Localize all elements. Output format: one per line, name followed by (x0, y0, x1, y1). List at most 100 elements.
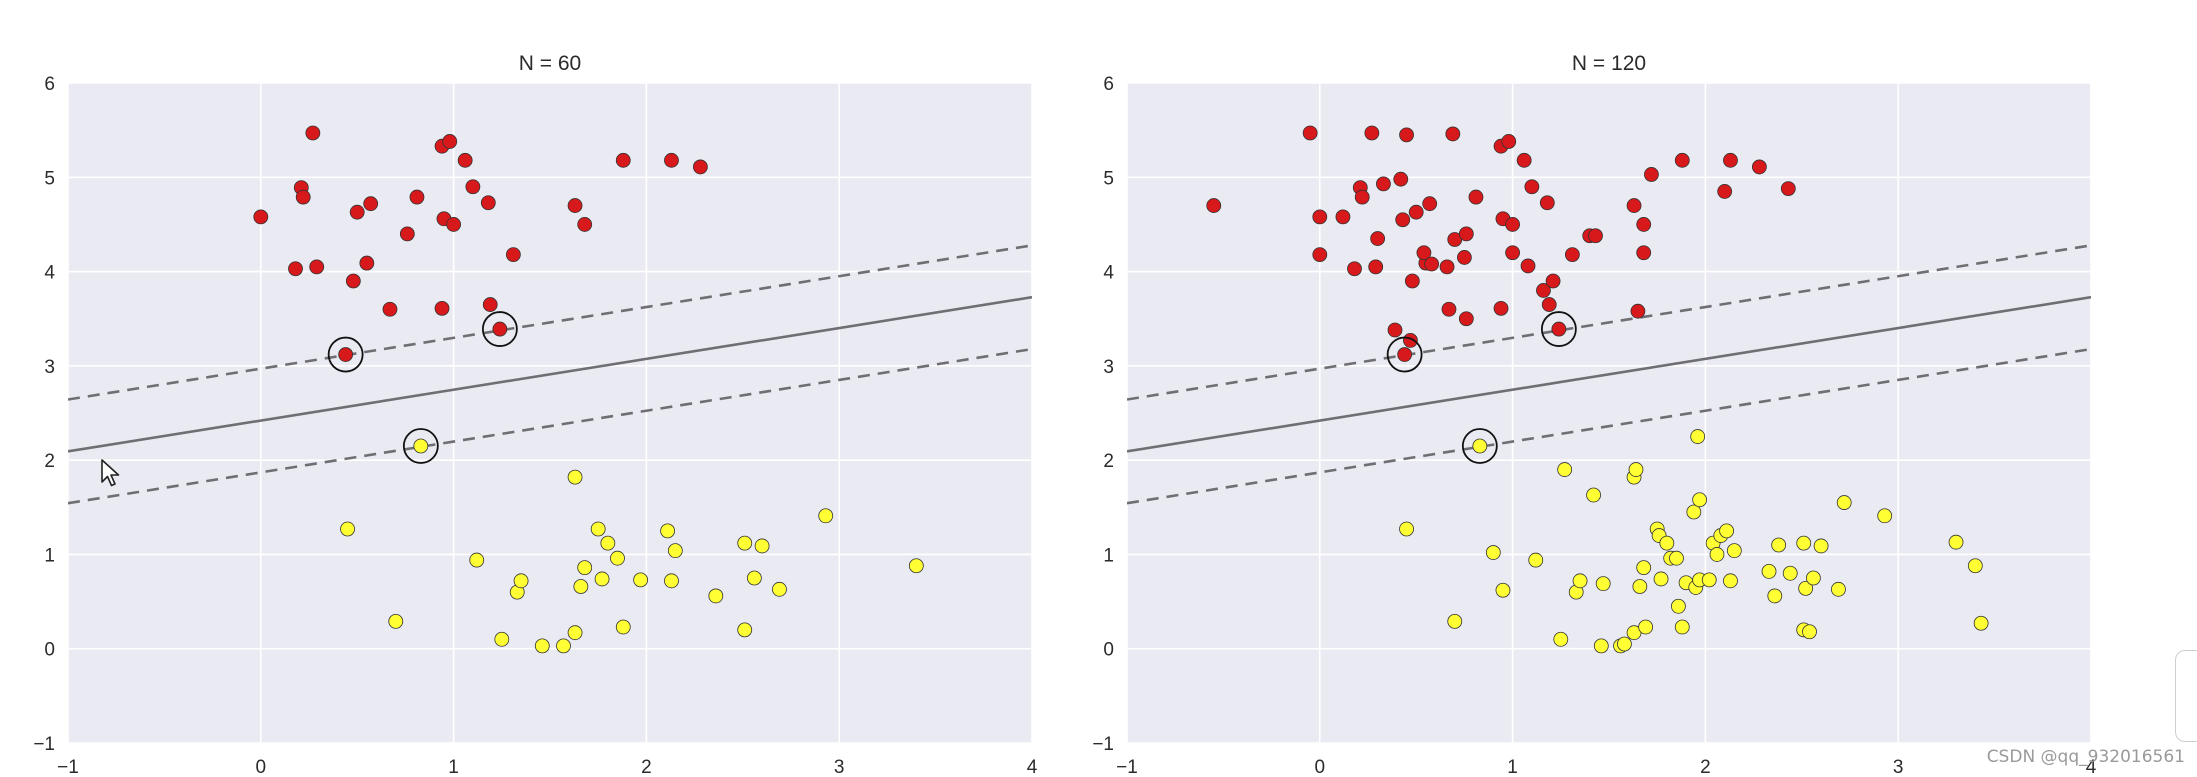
svm-lines (1127, 244, 2091, 505)
point-class-b (737, 622, 753, 638)
point-class-b (513, 573, 529, 589)
x-tick-label: −1 (57, 757, 79, 777)
point-class-b (1719, 523, 1735, 539)
point-class-b (667, 543, 683, 559)
point-class-a (399, 226, 415, 242)
point-class-b (664, 573, 679, 589)
x-tick-label: 4 (1027, 757, 1038, 777)
points (1206, 125, 1989, 654)
plot-area (1127, 83, 2091, 743)
point-class-b (1948, 534, 1964, 550)
point-class-a (577, 217, 593, 232)
point-class-a (482, 297, 498, 312)
point-class-b (708, 588, 724, 604)
point-class-b (1709, 547, 1725, 562)
point-class-a (1393, 171, 1409, 187)
point-class-b (413, 438, 429, 454)
support-vector-ring (481, 311, 518, 347)
point-class-a (1370, 231, 1386, 246)
point-class-a (1422, 196, 1438, 212)
x-tick-label: 3 (834, 757, 845, 777)
decision-boundary (68, 295, 1032, 453)
point-class-a (1312, 209, 1328, 225)
margin-line (68, 244, 1032, 401)
point-class-a (1395, 212, 1411, 228)
point-class-b (590, 521, 606, 537)
point-class-b (746, 570, 762, 586)
point-class-a (1751, 159, 1767, 175)
y-tick-label: −1 (33, 734, 55, 755)
y-tick-label: 5 (44, 168, 55, 189)
point-class-b (1796, 535, 1812, 551)
point-class-b (1399, 521, 1414, 537)
point-class-b (340, 521, 355, 537)
point-class-a (1468, 189, 1484, 205)
point-class-a (1630, 303, 1646, 319)
point-class-a (457, 152, 473, 168)
points (253, 125, 924, 654)
point-class-b (1767, 588, 1783, 604)
point-class-a (1723, 152, 1738, 168)
point-class-b (1553, 631, 1569, 647)
y-tick-label: 1 (44, 545, 55, 566)
point-class-b (594, 571, 610, 587)
margin-line (1127, 347, 2091, 505)
point-class-b (818, 508, 834, 524)
margin-line (68, 347, 1032, 505)
x-tick-label: 4 (2086, 757, 2097, 777)
point-class-b (660, 523, 676, 539)
point-class-a (1335, 209, 1351, 225)
point-class-a (1717, 184, 1733, 199)
side-panel-tab[interactable] (2175, 650, 2197, 742)
point-class-a (1541, 297, 1557, 312)
point-class-b (494, 631, 510, 647)
point-class-b (577, 560, 593, 576)
x-tick-label: −1 (1116, 757, 1138, 777)
point-class-a (1347, 261, 1362, 277)
y-tick-label: 0 (44, 640, 55, 661)
point-class-a (309, 259, 325, 275)
y-tick-label: 4 (1103, 263, 1114, 284)
point-class-a (409, 189, 425, 205)
point-class-a (434, 300, 450, 316)
point-class-b (1528, 552, 1544, 568)
point-class-b (1628, 462, 1644, 477)
point-class-b (1726, 543, 1742, 559)
point-class-a (363, 196, 379, 212)
point-class-a (1551, 321, 1567, 337)
point-class-b (1761, 564, 1777, 579)
point-class-b (1557, 462, 1573, 477)
mouse-cursor-icon (100, 458, 122, 488)
point-class-a (1539, 195, 1555, 211)
point-class-b (1771, 537, 1787, 553)
point-class-a (615, 152, 631, 168)
point-class-a (1520, 258, 1536, 274)
point-class-b (1836, 495, 1852, 510)
y-tick-label: 5 (1103, 168, 1114, 189)
point-class-a (492, 321, 508, 337)
point-class-b (1632, 579, 1648, 594)
margin-line (1127, 244, 2091, 401)
point-class-a (1404, 273, 1420, 289)
point-class-b (1692, 492, 1708, 508)
point-class-a (446, 217, 462, 232)
point-class-b (1782, 565, 1798, 581)
point-class-a (1516, 152, 1532, 168)
point-class-a (1536, 283, 1551, 298)
y-tick-label: 6 (44, 74, 55, 95)
decision-boundary (1127, 295, 2091, 453)
point-class-a (1408, 204, 1424, 220)
support-vector-ring (1461, 428, 1498, 464)
point-class-a (1505, 245, 1520, 261)
point-class-b (737, 535, 753, 551)
point-class-b (1572, 573, 1588, 589)
point-class-a (1674, 152, 1690, 168)
point-class-a (1644, 167, 1659, 182)
point-class-a (359, 255, 375, 271)
y-tick-label: 3 (44, 357, 55, 378)
point-class-a (345, 273, 361, 289)
x-tick-label: 1 (1507, 757, 1518, 777)
point-class-b (1638, 619, 1654, 635)
y-tick-label: 2 (1103, 451, 1114, 472)
point-class-a (1636, 217, 1652, 232)
